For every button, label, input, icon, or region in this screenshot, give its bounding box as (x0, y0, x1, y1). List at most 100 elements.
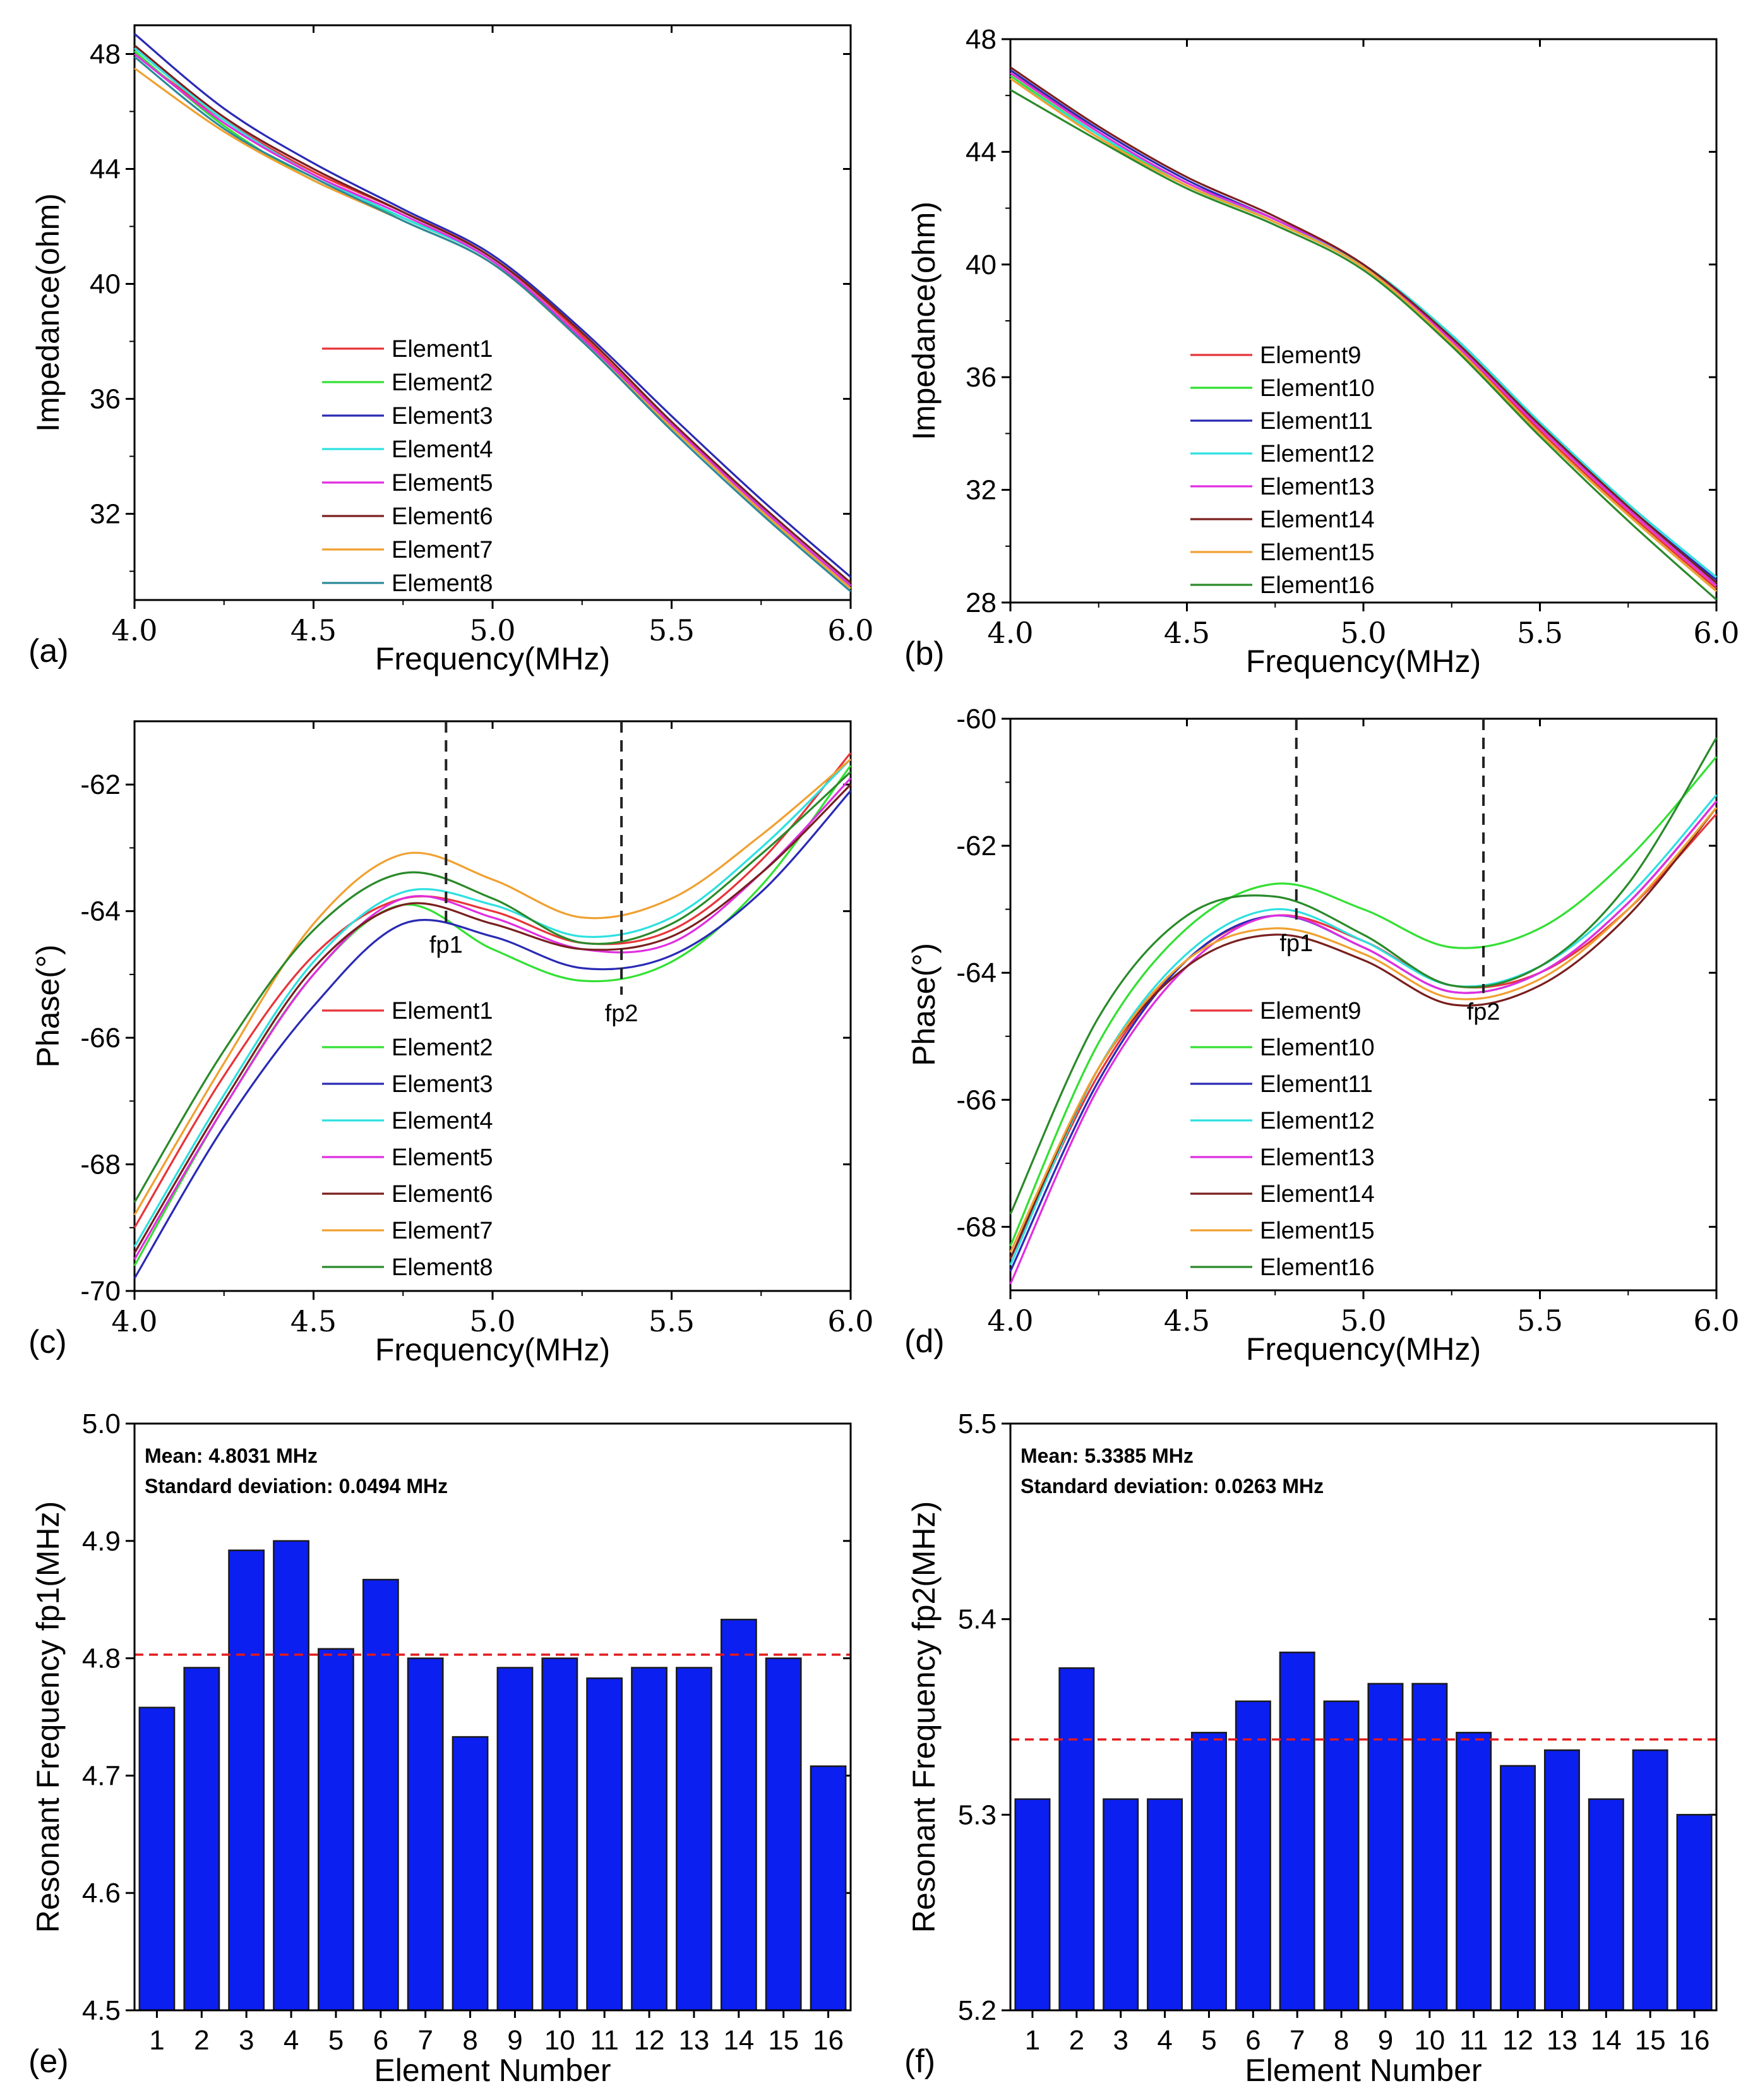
x-tick-label: 7 (417, 2025, 433, 2056)
legend-label: Element16 (1260, 1254, 1375, 1281)
bar-element-8 (1323, 1700, 1360, 2012)
bar-element-11 (586, 1677, 623, 2012)
bar-element-9 (496, 1667, 534, 2012)
x-axis-label: Frequency(MHz) (375, 1332, 610, 1367)
bar-element-14 (1588, 1798, 1624, 2012)
bar-element-5 (318, 1648, 354, 2012)
legend-label: Element14 (1260, 1181, 1375, 1208)
y-axis-label: Resonant Frequency fp1(MHz) (30, 1501, 66, 1933)
legend: Element1 Element2 Element3 Element4 Element5… (322, 336, 493, 597)
x-tick-label: 4.5 (290, 1304, 337, 1338)
fp-marker-label: fp1 (1279, 930, 1313, 957)
legend: Element1 Element2 Element3 Element4 Element5… (322, 998, 493, 1281)
x-tick-label: 5.0 (469, 1304, 515, 1338)
series-line-element14 (1010, 66, 1718, 584)
series-line-element1 (133, 752, 852, 1228)
y-axis-label: Impedance(ohm) (30, 193, 66, 432)
panel-label: (f) (904, 2043, 935, 2080)
y-tick-label: -60 (956, 704, 997, 735)
series-line-element8 (133, 56, 852, 592)
panel-label: (b) (904, 635, 945, 672)
mean-annotation: Mean: 5.3385 MHz (1021, 1444, 1194, 1467)
bar-element-4 (1147, 1798, 1183, 2012)
x-axis-label: Element Number (374, 2053, 611, 2088)
y-tick-label: -66 (956, 1084, 997, 1115)
x-tick-label: 5.0 (469, 613, 515, 647)
x-tick-label: 4 (1157, 2025, 1172, 2056)
x-axis-label: Frequency(MHz) (1246, 644, 1481, 679)
x-tick-label: 9 (507, 2025, 522, 2056)
x-tick-label: 6.0 (1693, 1304, 1739, 1338)
x-tick-label: 2 (1069, 2025, 1084, 2056)
x-tick-label: 3 (1113, 2025, 1128, 2056)
y-tick-label: 40 (966, 249, 997, 280)
panel-d: -68 -66 -64 -62 -60 4.0 4.5 5.0 5.5 6.0 fp1 fp2 Elem… (904, 704, 1740, 1367)
x-tick-label: 6.0 (827, 1304, 873, 1338)
bar-element-13 (676, 1667, 712, 2012)
legend-label: Element12 (1260, 441, 1375, 467)
plot-frame-top (133, 1422, 852, 2012)
y-tick-label: 4.9 (82, 1526, 121, 1557)
legend-label: Element1 (392, 998, 493, 1024)
legend-label: Element4 (392, 436, 493, 463)
x-tick-label: 10 (1414, 2025, 1445, 2056)
y-tick-label: -66 (80, 1023, 121, 1053)
x-tick-label: 12 (634, 2025, 665, 2056)
bar-element-4 (273, 1540, 309, 2012)
legend-label: Element6 (392, 1181, 493, 1208)
legend-label: Element2 (392, 1035, 493, 1061)
series-group (1009, 737, 1718, 1285)
bar-element-15 (1632, 1749, 1668, 2012)
bar-element-5 (1190, 1732, 1227, 2012)
x-tick-label: 6 (373, 2025, 388, 2056)
plot-frame (1009, 38, 1718, 604)
y-axis-label: Impedance(ohm) (906, 201, 942, 440)
y-tick-label: -64 (80, 896, 121, 927)
bar-element-12 (1500, 1765, 1536, 2012)
x-tick-label: 2 (194, 2025, 209, 2056)
x-tick-label: 14 (723, 2025, 754, 2056)
series-line-element13 (1009, 800, 1718, 1285)
bar-element-16 (1676, 1814, 1713, 2012)
series-line-element6 (133, 44, 852, 584)
x-tick-label: 10 (544, 2025, 575, 2056)
series-line-element8 (133, 771, 852, 1203)
x-tick-label: 5 (1201, 2025, 1216, 2056)
fp-marker-label: fp1 (429, 932, 463, 959)
legend-label: Element5 (392, 1144, 493, 1171)
series-line-element15 (1010, 78, 1718, 592)
y-tick-label: -64 (956, 957, 997, 988)
y-axis-label: Phase(°) (906, 943, 942, 1066)
legend-label: Element10 (1260, 375, 1375, 402)
x-axis-label: Frequency(MHz) (375, 641, 610, 676)
x-tick-label: 1 (1025, 2025, 1040, 2056)
x-tick-label: 4.0 (111, 613, 157, 647)
y-tick-label: -62 (80, 769, 121, 800)
y-tick-label: 44 (966, 136, 997, 167)
legend-label: Element4 (392, 1108, 493, 1134)
x-tick-label: 5.5 (649, 613, 695, 647)
x-tick-label: 16 (813, 2025, 844, 2056)
x-tick-label: 12 (1502, 2025, 1533, 2056)
y-tick-label: 5.2 (958, 1995, 997, 2026)
x-tick-label: 3 (239, 2025, 254, 2056)
x-tick-label: 4.5 (290, 613, 337, 647)
panel-c: -70 -68 -66 -64 -62 4.0 4.5 5.0 5.5 6.0 fp1 fp2 Elem… (28, 720, 874, 1367)
y-tick-label: 4.8 (82, 1643, 121, 1674)
y-tick-label: 36 (966, 362, 997, 393)
bar-element-7 (407, 1657, 444, 2012)
plot-frame (133, 24, 852, 601)
x-tick-label: 6.0 (827, 613, 873, 647)
bar-element-2 (1058, 1667, 1095, 2012)
bar-element-13 (1543, 1749, 1580, 2012)
std-annotation: Standard deviation: 0.0494 MHz (145, 1475, 448, 1497)
bars (1014, 1652, 1713, 2012)
bar-element-10 (541, 1657, 578, 2012)
bar-element-8 (452, 1736, 489, 2012)
x-tick-label: 4 (284, 2025, 299, 2056)
y-tick-label: 28 (966, 587, 997, 618)
bar-element-3 (1103, 1798, 1139, 2012)
bar-element-6 (1235, 1700, 1271, 2012)
